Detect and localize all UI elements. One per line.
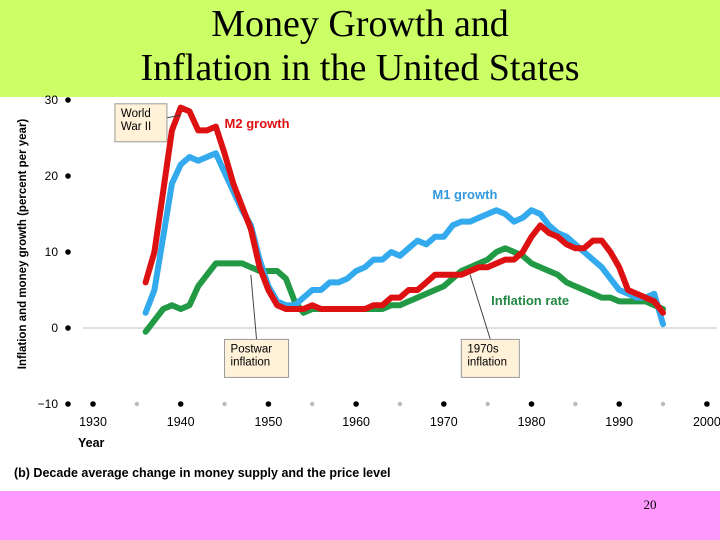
x-tick-label: 1960 <box>342 415 370 429</box>
y-tick-label: 10 <box>45 245 59 259</box>
title-band <box>0 0 720 97</box>
x-tick-dot <box>177 401 184 407</box>
x-tick-dot <box>265 401 272 407</box>
x-tick-dot <box>441 401 447 407</box>
annotation-text: 1970s <box>467 343 499 355</box>
y-tick-dot <box>65 249 71 255</box>
annotation-leader-line <box>166 114 181 119</box>
x-minor-tick-dot <box>397 401 403 407</box>
x-tick-dot <box>90 401 96 407</box>
y-axis-label: Inflation and money growth (percent per … <box>17 119 29 370</box>
annotation-box <box>224 338 290 378</box>
x-tick-label: 1930 <box>79 415 107 429</box>
y-tick-label: 20 <box>45 169 59 183</box>
x-tick-label: 1940 <box>167 415 195 429</box>
annotation-box <box>114 103 168 143</box>
annotation-text: World <box>121 108 151 120</box>
x-tick-label: 1970 <box>430 415 458 429</box>
x-tick-dot <box>528 401 535 407</box>
series-line-inflation-rate <box>142 245 666 335</box>
series-line-m2-growth <box>142 104 666 316</box>
slide-title: Money Growth and Inflation in the United … <box>0 2 720 90</box>
x-minor-tick-dot <box>222 401 227 407</box>
y-tick-label: 30 <box>45 93 59 107</box>
x-tick-label: 1990 <box>605 415 633 429</box>
x-minor-tick-dot <box>134 401 140 407</box>
annotation-text: inflation <box>231 356 271 368</box>
x-tick-label: 2000 <box>693 415 720 429</box>
x-minor-tick-dot <box>660 401 666 407</box>
annotation-text: War II <box>121 121 151 133</box>
y-tick-dot <box>65 97 71 103</box>
x-minor-tick-dot <box>485 401 490 407</box>
x-tick-label: 1950 <box>254 415 282 429</box>
y-tick-label: −10 <box>38 397 59 411</box>
footer-band <box>0 491 720 540</box>
annotation-text: inflation <box>467 356 507 368</box>
y-tick-dot <box>65 401 71 407</box>
chart-caption: (b) Decade average change in money suppl… <box>14 466 391 480</box>
slide-title-line2: Inflation in the United States <box>140 47 580 89</box>
y-tick-label: 0 <box>51 321 58 335</box>
x-minor-tick-dot <box>310 401 315 407</box>
series-line-m1-growth <box>142 150 666 328</box>
x-axis-label: Year <box>78 436 105 450</box>
x-tick-dot <box>353 401 359 407</box>
y-tick-dot <box>65 325 71 331</box>
slide-number: 20 <box>643 497 657 512</box>
slide-title-line1: Money Growth and <box>211 3 509 45</box>
series-label-m1-growth: M1 growth <box>432 187 497 202</box>
series-label-inflation-rate: Inflation rate <box>491 293 569 308</box>
annotation-box <box>460 338 520 378</box>
annotation-leader-line <box>250 274 258 340</box>
x-tick-dot <box>616 401 622 407</box>
x-minor-tick-dot <box>573 401 578 407</box>
x-tick-dot <box>704 401 710 407</box>
series-label-m2-growth: M2 growth <box>225 116 290 131</box>
annotation-leader-line <box>469 274 491 340</box>
annotation-text: Postwar <box>231 343 273 355</box>
y-tick-dot <box>65 173 71 179</box>
x-tick-label: 1980 <box>518 415 546 429</box>
